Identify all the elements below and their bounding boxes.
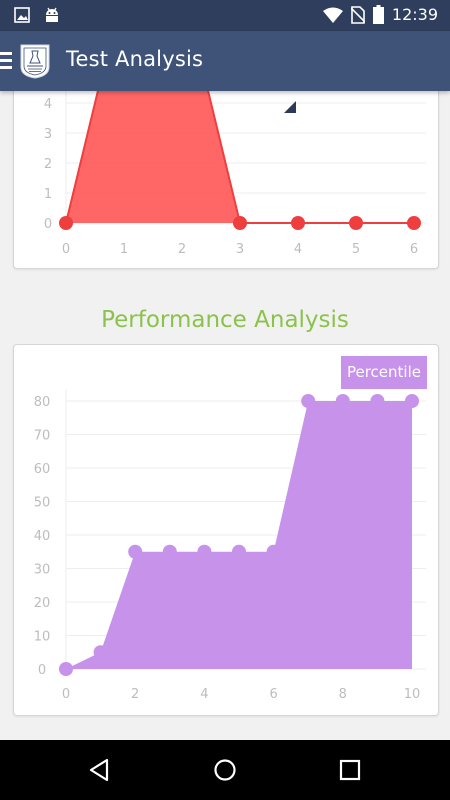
data-point xyxy=(233,216,247,230)
data-point xyxy=(59,216,73,230)
x-tick-label: 4 xyxy=(294,242,302,257)
back-icon[interactable] xyxy=(88,758,110,782)
x-tick-label: 6 xyxy=(410,242,418,257)
y-tick-label: 80 xyxy=(34,395,51,410)
x-tick-label: 0 xyxy=(62,242,70,257)
home-icon[interactable] xyxy=(213,758,237,782)
y-tick-label: 1 xyxy=(44,187,52,202)
y-tick-label: 4 xyxy=(44,97,52,112)
recents-icon[interactable] xyxy=(339,759,361,781)
x-tick-label: 4 xyxy=(200,687,208,702)
legend-percentile[interactable]: Percentile xyxy=(340,356,427,389)
data-point xyxy=(301,394,316,408)
y-tick-label: 0 xyxy=(44,217,52,232)
x-tick-label: 6 xyxy=(269,687,277,702)
test-chart-card: 0 1 2 3 4 0 1 2 3 4 5 6 xyxy=(13,91,439,269)
y-tick-label: 50 xyxy=(34,496,51,511)
data-point xyxy=(291,216,305,230)
data-point xyxy=(335,394,350,408)
y-tick-label: 60 xyxy=(34,462,51,477)
x-tick-label: 0 xyxy=(62,687,70,702)
no-sim-icon xyxy=(350,5,365,24)
image-icon xyxy=(14,7,30,23)
data-point xyxy=(162,544,177,559)
section-title: Performance Analysis xyxy=(101,307,349,333)
y-tick-label: 2 xyxy=(44,157,52,172)
y-tick-label: 40 xyxy=(34,529,51,544)
status-left-icons xyxy=(14,6,60,24)
y-tick-label: 30 xyxy=(34,563,51,578)
data-point xyxy=(266,544,281,559)
data-point xyxy=(232,544,246,559)
x-tick-label: 5 xyxy=(352,242,360,257)
data-point xyxy=(59,662,73,676)
data-point xyxy=(407,216,421,230)
data-point xyxy=(128,544,143,559)
x-tick-label: 1 xyxy=(120,242,128,257)
overflow-indicator xyxy=(284,101,296,113)
x-tick-label: 10 xyxy=(404,687,421,702)
hamburger-icon[interactable] xyxy=(0,52,14,70)
y-tick-label: 70 xyxy=(34,429,51,444)
performance-chart: 0 10 20 30 40 50 60 70 80 0 2 4 6 8 10 xyxy=(34,389,426,702)
data-point xyxy=(370,394,385,408)
status-time: 12:39 xyxy=(391,5,438,24)
battery-icon xyxy=(372,5,384,24)
y-tick-label: 0 xyxy=(38,663,46,678)
data-point xyxy=(405,394,419,408)
app-title: Test Analysis xyxy=(66,47,204,71)
x-tick-label: 2 xyxy=(131,687,139,702)
data-point xyxy=(197,544,212,559)
data-point xyxy=(93,645,108,660)
status-bar: 12:39 xyxy=(0,0,450,31)
series-area xyxy=(66,91,414,223)
y-tick-label: 10 xyxy=(34,630,51,645)
x-tick-label: 2 xyxy=(178,242,186,257)
navigation-bar xyxy=(0,740,450,800)
series-area xyxy=(66,401,412,669)
y-tick-label: 20 xyxy=(34,596,51,611)
x-tick-label: 8 xyxy=(339,687,347,702)
status-right-icons: 12:39 xyxy=(322,5,438,24)
android-icon xyxy=(46,7,58,22)
app-logo[interactable] xyxy=(18,43,52,79)
app-bar: Test Analysis xyxy=(0,31,450,113)
wifi-icon xyxy=(322,7,343,23)
test-score-chart: 0 1 2 3 4 0 1 2 3 4 5 6 xyxy=(44,91,426,257)
x-tick-label: 3 xyxy=(236,242,244,257)
y-tick-label: 3 xyxy=(44,127,52,142)
performance-chart-card: 0 10 20 30 40 50 60 70 80 0 2 4 6 8 10 Percentile xyxy=(13,344,439,716)
data-point xyxy=(349,216,363,230)
